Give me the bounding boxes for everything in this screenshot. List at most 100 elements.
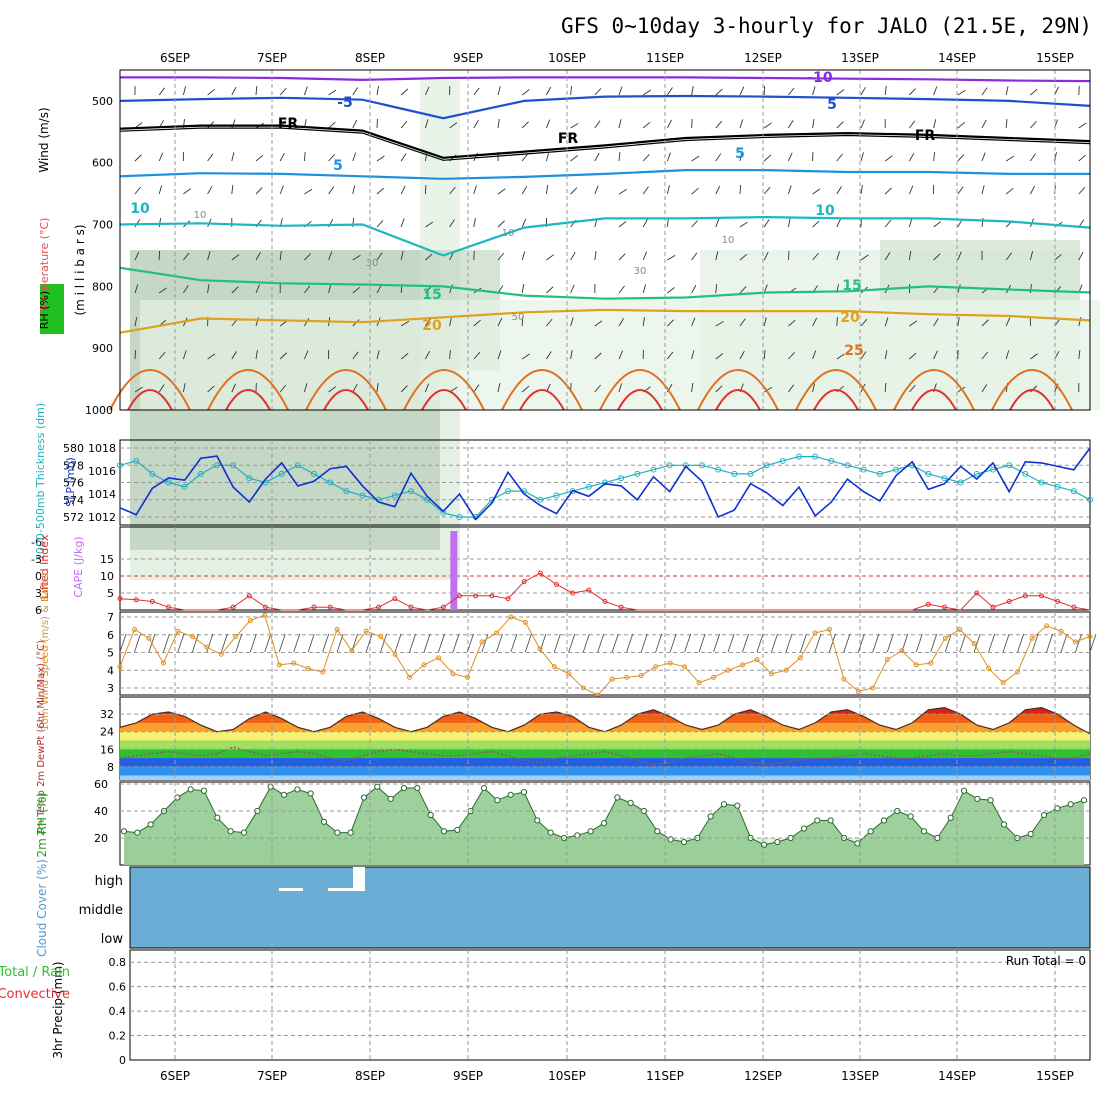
wind-barb — [352, 119, 358, 129]
wind-barb — [328, 251, 333, 261]
temp-band — [120, 714, 1090, 723]
ylabel-wind: Wind (m/s) — [37, 107, 51, 172]
tick-label: 20 — [94, 832, 108, 845]
isotherm-30 — [323, 389, 369, 411]
wind-barb — [812, 188, 821, 195]
wind-barb — [763, 317, 767, 327]
wind10m-barb — [698, 633, 706, 653]
lifted-index-point — [1006, 599, 1012, 604]
rh-point — [120, 828, 128, 835]
wind10m-barb — [713, 633, 721, 653]
rh-point — [1000, 821, 1008, 828]
chart-title: GFS 0~10day 3-hourly for JALO (21.5E, 29… — [561, 14, 1092, 38]
legend-convective: Convective — [0, 987, 70, 1002]
rh-point — [800, 825, 808, 832]
date-label-bottom: 14SEP — [938, 1069, 976, 1083]
tick-label: 800 — [92, 280, 113, 293]
wind-barb — [570, 155, 578, 162]
rh-point — [827, 817, 834, 824]
lifted-index-point — [263, 604, 268, 610]
wind-barb — [449, 219, 455, 228]
wind-barb — [449, 122, 458, 129]
run-total: Run Total = 0 — [1006, 954, 1086, 968]
wind-barb — [812, 350, 817, 360]
wind-barb — [255, 350, 258, 360]
wind10m-barb — [438, 633, 445, 653]
wind10m-barb — [597, 633, 605, 653]
rh-contour-label: 10 — [502, 228, 515, 239]
wind-barb — [691, 383, 694, 393]
wind-barb — [473, 352, 481, 360]
wind-barb — [570, 187, 578, 195]
wind-barb — [546, 351, 552, 360]
rh-point — [214, 814, 221, 821]
wind-barb — [812, 383, 816, 393]
date-label-bottom: 13SEP — [841, 1069, 879, 1083]
wind-barb — [836, 121, 844, 129]
tick-label: 3 — [35, 587, 42, 600]
date-label-bottom: 15SEP — [1036, 1069, 1074, 1083]
wind-barb — [400, 218, 405, 228]
lifted-index-point — [117, 596, 123, 602]
wind-barb — [279, 120, 286, 129]
ylabel-lifted-index: Lifted Index — [38, 534, 51, 599]
wind-barb — [715, 88, 723, 96]
wind-barb — [352, 351, 359, 360]
temp-band — [120, 766, 1090, 776]
wind-barb — [1005, 86, 1009, 96]
wind-barb — [134, 284, 139, 294]
wind-barb — [376, 383, 379, 393]
thickness-point — [585, 483, 592, 490]
rh-point — [720, 801, 728, 808]
wind-barb — [376, 155, 385, 162]
thickness-point — [860, 466, 867, 473]
ylabel-wind10m: 10m Wind Speed (m/s) & Barbs — [40, 573, 51, 730]
lifted-index-point — [942, 604, 947, 610]
wind-barb — [546, 286, 554, 294]
thickness-point — [327, 479, 334, 486]
wind-barb — [715, 320, 724, 327]
wind10m-barb — [944, 633, 952, 653]
wind-barb — [328, 89, 337, 96]
wind10m-barb — [727, 633, 735, 653]
lifted-index-point — [440, 604, 446, 610]
thickness-point — [973, 470, 980, 477]
wind10m-barb — [481, 633, 489, 653]
rh-point — [947, 814, 954, 821]
wind-barb — [255, 284, 260, 294]
wind-barb — [691, 220, 699, 228]
lifted-index-point — [974, 590, 980, 596]
wind-barb — [667, 87, 673, 96]
wind10m-barb — [1046, 633, 1053, 653]
wind-barb — [787, 185, 792, 195]
rh-point — [974, 795, 981, 802]
tick-label: 576 — [63, 477, 84, 490]
wind-barb — [497, 350, 502, 360]
wind-barb — [497, 188, 506, 195]
thickness-point — [408, 488, 414, 495]
tick-label: 0.4 — [109, 1005, 127, 1018]
wind-speed-point — [638, 673, 644, 679]
wind-barb — [860, 351, 867, 360]
isotherm-label: -5 — [337, 95, 353, 111]
wind-barb — [836, 186, 842, 195]
tick-label: 8 — [107, 761, 114, 774]
wind-barb — [594, 251, 597, 261]
wind-speed-point — [276, 662, 282, 668]
legend-total-rain: Total / Rain — [0, 965, 70, 980]
rh-point — [347, 829, 354, 836]
wind-barb — [449, 186, 456, 195]
rh-point — [1067, 801, 1074, 808]
wind10m-barb — [119, 633, 127, 653]
isotherm-label: 5 — [735, 146, 745, 162]
tick-label: -6 — [31, 536, 42, 549]
wind-barb — [424, 119, 429, 129]
date-label-top: 14SEP — [938, 51, 976, 65]
isotherm-30 — [617, 389, 663, 411]
date-label-top: 9SEP — [453, 51, 483, 65]
wind-barb — [788, 120, 794, 129]
wind-barb — [279, 251, 282, 261]
wind-barb — [134, 317, 138, 327]
wind-barb — [134, 386, 143, 393]
wind-barb — [1005, 118, 1008, 129]
